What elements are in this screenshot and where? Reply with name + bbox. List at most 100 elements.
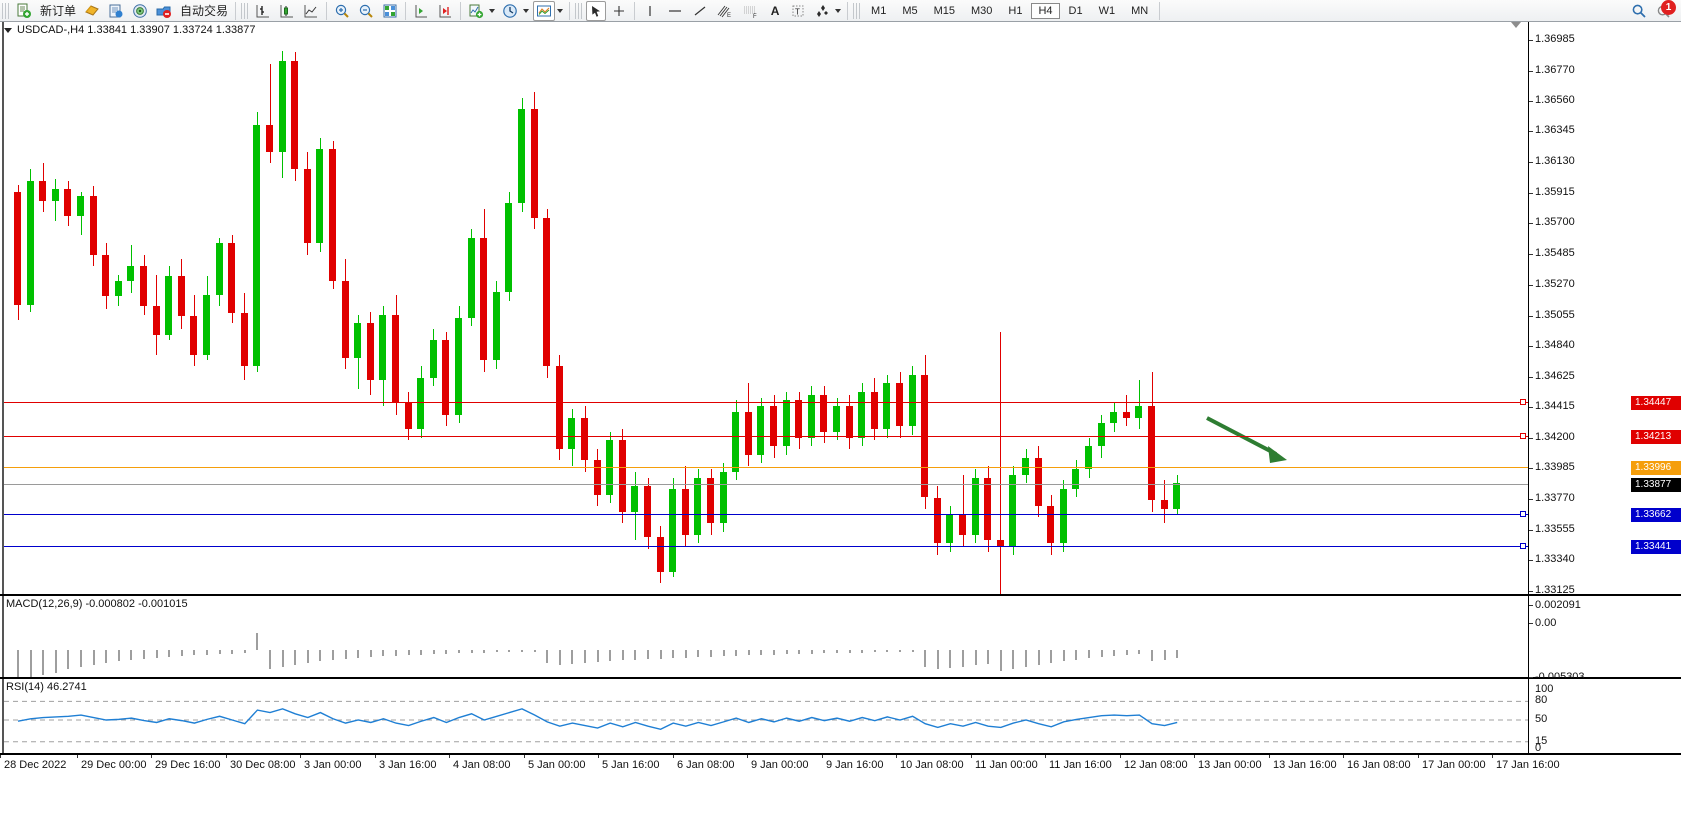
toolbar-grip-2[interactable] bbox=[241, 2, 249, 19]
macd-histogram-bar bbox=[912, 650, 914, 652]
indicators-dropdown-caret[interactable] bbox=[489, 8, 496, 13]
new-order-label[interactable]: 新订单 bbox=[40, 4, 77, 18]
equidistant-channel-icon[interactable]: E bbox=[713, 1, 737, 21]
templates-icon[interactable] bbox=[533, 0, 556, 21]
level-line-pivot-level[interactable] bbox=[4, 466, 1528, 468]
search-icon[interactable] bbox=[1628, 1, 1650, 21]
toolbar-grip[interactable] bbox=[2, 2, 9, 19]
notifications-icon[interactable]: 1 bbox=[1652, 0, 1676, 21]
price-axis-label: 1.35485 bbox=[1535, 247, 1575, 260]
macd-histogram-bar bbox=[710, 650, 712, 657]
time-axis-tick bbox=[226, 755, 227, 758]
candle-body bbox=[417, 377, 425, 429]
timeframe-m15[interactable]: M15 bbox=[933, 4, 955, 17]
macd-histogram-bar bbox=[294, 650, 296, 666]
level-badge-resistance-upper[interactable]: 1.34447 bbox=[1631, 396, 1681, 411]
level-badge-pivot-level[interactable]: 1.33996 bbox=[1631, 460, 1681, 475]
zoom-out-icon[interactable] bbox=[355, 1, 377, 21]
indicators-icon[interactable] bbox=[465, 1, 487, 21]
candle-wick bbox=[1000, 331, 1001, 594]
level-handle-support-upper[interactable] bbox=[1520, 511, 1526, 518]
time-axis-label: 4 Jan 08:00 bbox=[453, 759, 511, 771]
price-axis-tick bbox=[1529, 376, 1533, 378]
level-handle-resistance-upper[interactable] bbox=[1520, 399, 1526, 406]
candle-body bbox=[719, 471, 727, 524]
macd-histogram-bar bbox=[80, 650, 82, 668]
macd-histogram-bar bbox=[219, 650, 221, 654]
level-handle-support-lower[interactable] bbox=[1520, 542, 1526, 549]
zoom-in-icon[interactable] bbox=[331, 1, 353, 21]
chart-menu-caret-icon[interactable] bbox=[4, 27, 12, 33]
macd-histogram-bar bbox=[571, 650, 573, 665]
arrows-dropdown-caret[interactable] bbox=[835, 8, 842, 13]
symbol-header[interactable]: USDCAD-,H4 1.33841 1.33907 1.33724 1.338… bbox=[4, 24, 256, 36]
time-axis-tick bbox=[1194, 755, 1195, 758]
candlestick-chart-icon[interactable] bbox=[276, 1, 298, 21]
cursor-icon[interactable] bbox=[586, 0, 607, 21]
fibonacci-retracement-icon[interactable]: F bbox=[739, 1, 763, 21]
macd-plot[interactable] bbox=[2, 596, 1528, 677]
expert-advisors-icon[interactable] bbox=[81, 1, 103, 21]
toolbar-grip-3[interactable] bbox=[575, 2, 583, 19]
timeframe-h1[interactable]: H1 bbox=[1008, 4, 1023, 17]
scroll-indicator-icon[interactable] bbox=[1511, 22, 1521, 28]
level-badge-current-price[interactable]: 1.33877 bbox=[1631, 477, 1681, 492]
new-order-icon[interactable] bbox=[13, 1, 35, 21]
candle-body bbox=[291, 60, 299, 170]
candle-body bbox=[530, 109, 538, 218]
macd-histogram-bar bbox=[1075, 650, 1077, 660]
rsi-pane[interactable]: RSI(14) 46.2741 100 80 50 15 0 bbox=[0, 678, 1681, 754]
down-arrow-annotation[interactable] bbox=[4, 22, 1528, 594]
level-line-resistance-lower[interactable] bbox=[4, 435, 1528, 437]
tile-windows-icon[interactable] bbox=[379, 1, 401, 21]
level-line-support-lower[interactable] bbox=[4, 545, 1528, 547]
level-badge-resistance-lower[interactable]: 1.34213 bbox=[1631, 429, 1681, 444]
vertical-line-icon[interactable] bbox=[639, 1, 661, 21]
arrows-icon[interactable] bbox=[811, 1, 833, 21]
autotrading-label[interactable]: 自动交易 bbox=[180, 4, 229, 18]
toolbar-grip-4[interactable] bbox=[853, 2, 861, 19]
time-axis-tick bbox=[300, 755, 301, 758]
macd-histogram-bar bbox=[685, 650, 687, 658]
level-badge-support-lower[interactable]: 1.33441 bbox=[1631, 539, 1681, 554]
candle-body bbox=[883, 383, 891, 429]
price-axis[interactable]: 1.36985 1.36770 1.36560 1.36345 1.36130 1.359… bbox=[1528, 22, 1681, 596]
level-line-resistance-upper[interactable] bbox=[4, 402, 1528, 404]
line-chart-icon[interactable] bbox=[300, 1, 322, 21]
timeframe-m30[interactable]: M30 bbox=[971, 4, 993, 17]
chart-shift-icon[interactable] bbox=[410, 1, 432, 21]
data-window-icon[interactable] bbox=[105, 1, 127, 21]
price-plot[interactable] bbox=[2, 22, 1528, 594]
periods-dropdown-caret[interactable] bbox=[523, 8, 530, 13]
macd-histogram-bar bbox=[773, 650, 775, 655]
level-badge-support-upper[interactable]: 1.33662 bbox=[1631, 508, 1681, 523]
level-line-support-upper[interactable] bbox=[4, 514, 1528, 516]
navigator-icon[interactable] bbox=[129, 1, 151, 21]
horizontal-line-icon[interactable] bbox=[663, 1, 687, 21]
price-axis-label: 1.33985 bbox=[1535, 461, 1575, 474]
text-icon[interactable]: A bbox=[770, 3, 780, 18]
timeframe-m5[interactable]: M5 bbox=[902, 4, 918, 17]
rsi-plot[interactable] bbox=[2, 679, 1528, 753]
timeframe-h4[interactable]: H4 bbox=[1031, 2, 1060, 19]
templates-dropdown-caret[interactable] bbox=[557, 8, 564, 13]
macd-histogram-bar bbox=[67, 650, 69, 669]
time-axis[interactable]: 28 Dec 2022 29 Dec 00:00 29 Dec 16:00 30 De… bbox=[0, 754, 1681, 824]
level-line-current-price[interactable] bbox=[4, 483, 1528, 485]
macd-histogram-bar bbox=[1000, 650, 1002, 671]
crosshair-icon[interactable] bbox=[608, 1, 630, 21]
bar-chart-icon[interactable] bbox=[252, 1, 274, 21]
timeframe-m1[interactable]: M1 bbox=[871, 4, 887, 17]
timeframe-w1[interactable]: W1 bbox=[1098, 4, 1116, 17]
auto-scroll-icon[interactable] bbox=[434, 1, 456, 21]
terminal-icon[interactable] bbox=[153, 1, 175, 21]
price-pane[interactable]: USDCAD-,H4 1.33841 1.33907 1.33724 1.338… bbox=[0, 22, 1681, 596]
level-handle-resistance-lower[interactable] bbox=[1520, 432, 1526, 439]
candle-body bbox=[114, 280, 122, 297]
macd-pane[interactable]: MACD(12,26,9) -0.000802 -0.001015 0.0020… bbox=[0, 595, 1681, 683]
timeframe-mn[interactable]: MN bbox=[1131, 4, 1149, 17]
timeframe-d1[interactable]: D1 bbox=[1068, 4, 1083, 17]
trendline-icon[interactable] bbox=[689, 1, 711, 21]
text-label-icon[interactable]: T bbox=[787, 1, 809, 21]
periods-icon[interactable] bbox=[499, 1, 521, 21]
